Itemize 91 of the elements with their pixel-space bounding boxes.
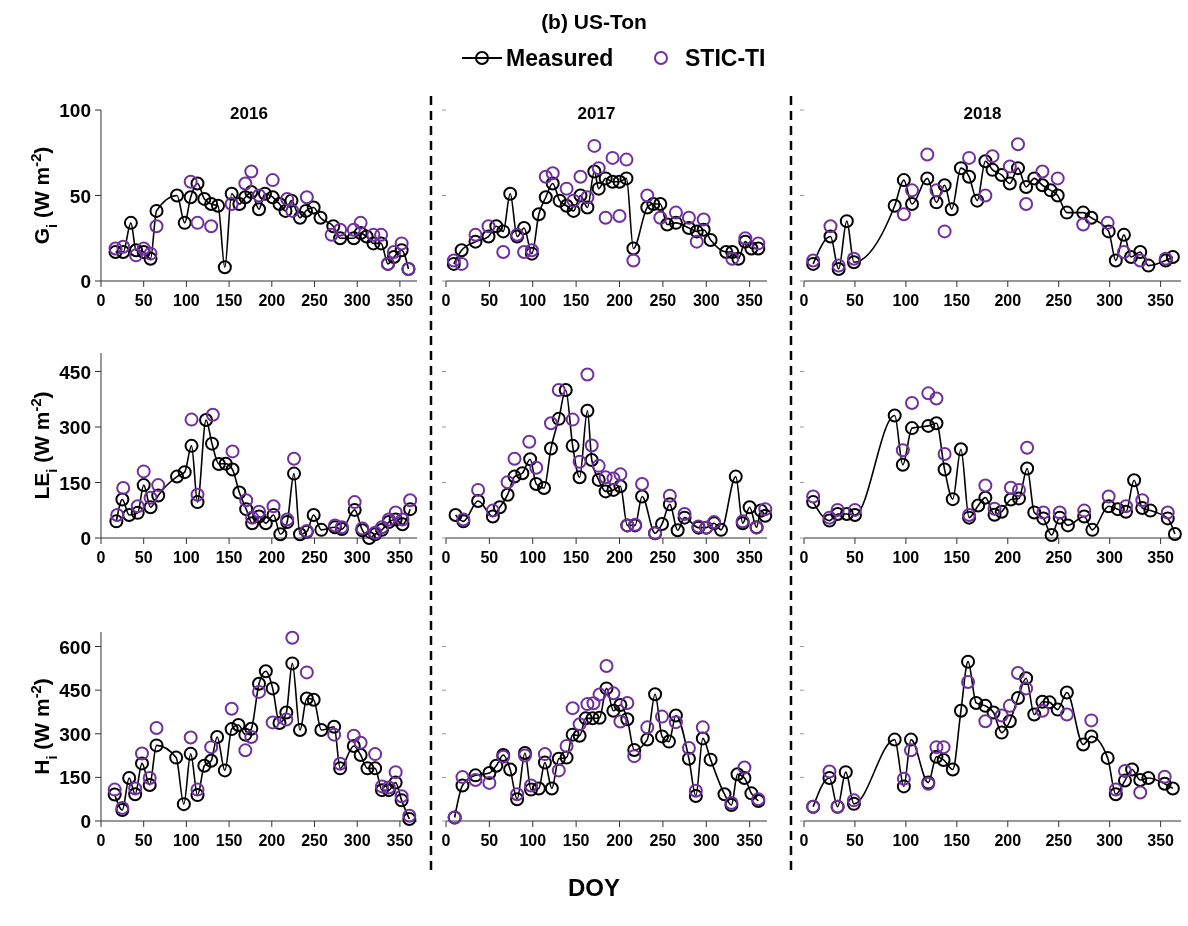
x-tick-label: 100	[892, 292, 920, 309]
x-tick-label: 50	[480, 292, 499, 309]
x-tick-label: 200	[606, 832, 633, 849]
legend-label: STIC-TI	[685, 45, 766, 71]
x-tick-label: 0	[441, 549, 451, 566]
x-tick-label: 250	[1045, 832, 1073, 849]
x-tick-label: 350	[736, 292, 764, 309]
y-tick-label: 450	[59, 361, 91, 383]
y-tick-label: 600	[59, 636, 91, 658]
x-tick-label: 300	[692, 832, 720, 849]
x-tick-label: 200	[258, 832, 286, 849]
x-tick-label: 200	[994, 832, 1022, 849]
x-tick-label: 100	[173, 292, 200, 309]
x-tick-label: 250	[301, 549, 328, 566]
x-tick-label: 50	[480, 832, 499, 849]
x-tick-label: 0	[441, 292, 451, 309]
x-tick-label: 150	[943, 832, 971, 849]
x-tick-label: 50	[846, 549, 864, 566]
chart-title: 2017	[577, 104, 616, 123]
x-tick-label: 300	[1096, 549, 1124, 566]
legend-label: Measured	[506, 45, 614, 71]
x-tick-label: 150	[943, 549, 971, 566]
x-tick-label: 350	[1147, 549, 1175, 566]
y-tick-label: 50	[69, 185, 91, 207]
x-tick-label: 200	[994, 549, 1022, 566]
y-tick-label: 150	[59, 767, 91, 789]
x-tick-label: 50	[846, 832, 864, 849]
x-tick-label: 250	[649, 832, 677, 849]
x-tick-label: 350	[1147, 292, 1175, 309]
x-tick-label: 50	[480, 549, 499, 566]
x-tick-label: 300	[692, 292, 720, 309]
x-tick-label: 150	[562, 292, 590, 309]
y-tick-label: 300	[59, 417, 91, 438]
x-tick-label: 150	[943, 292, 971, 309]
x-tick-label: 200	[994, 292, 1022, 309]
x-tick-label: 300	[692, 549, 720, 566]
x-tick-label: 150	[215, 549, 243, 566]
x-tick-label: 150	[562, 549, 590, 566]
x-tick-label: 100	[519, 549, 547, 566]
x-tick-label: 350	[386, 549, 414, 566]
x-tick-label: 50	[134, 832, 153, 849]
x-tick-label: 150	[215, 832, 243, 849]
x-tick-label: 250	[301, 292, 328, 309]
x-tick-label: 200	[606, 549, 633, 566]
x-tick-label: 250	[1045, 549, 1073, 566]
chart-title: 2016	[230, 104, 268, 123]
x-tick-label: 300	[1096, 292, 1124, 309]
x-tick-label: 200	[258, 292, 286, 309]
y-tick-label: 0	[80, 271, 91, 292]
y-tick-label: 0	[80, 528, 91, 549]
x-tick-label: 0	[96, 549, 106, 566]
y-tick-label: 450	[59, 680, 91, 702]
x-tick-label: 100	[892, 832, 920, 849]
x-tick-label: 300	[1096, 832, 1124, 849]
x-tick-label: 250	[649, 292, 677, 309]
text: (b) US-Ton	[541, 10, 647, 33]
x-tick-label: 350	[386, 292, 414, 309]
x-tick-label: 0	[799, 832, 809, 849]
x-tick-label: 100	[519, 832, 547, 849]
x-tick-label: 250	[1045, 292, 1073, 309]
y-tick-label: 150	[59, 472, 91, 494]
x-tick-label: 150	[215, 292, 243, 309]
x-tick-label: 100	[892, 549, 920, 566]
y-tick-label: 300	[59, 723, 91, 745]
x-tick-label: 350	[1147, 832, 1175, 849]
x-tick-label: 100	[173, 832, 200, 849]
x-tick-label: 300	[343, 549, 371, 566]
x-tick-label: 100	[519, 292, 547, 309]
x-tick-label: 200	[606, 292, 633, 309]
x-tick-label: 50	[134, 549, 153, 566]
x-tick-label: 0	[441, 832, 451, 849]
y-tick-label: 0	[80, 811, 91, 832]
x-tick-label: 350	[736, 832, 764, 849]
x-tick-label: 50	[846, 292, 864, 309]
x-tick-label: 350	[386, 832, 414, 849]
x-tick-label: 350	[736, 549, 764, 566]
x-tick-label: 0	[96, 832, 106, 849]
y-tick-label: 100	[59, 100, 91, 121]
x-tick-label: 0	[799, 292, 809, 309]
x-tick-label: 0	[96, 292, 106, 309]
x-tick-label: 250	[649, 549, 677, 566]
x-axis-title: DOY	[567, 874, 621, 901]
x-tick-label: 150	[562, 832, 590, 849]
x-tick-label: 250	[301, 832, 328, 849]
chart-title: 2018	[963, 104, 1002, 123]
x-tick-label: 0	[799, 549, 809, 566]
x-tick-label: 200	[258, 549, 286, 566]
x-tick-label: 100	[173, 549, 200, 566]
x-tick-label: 50	[134, 292, 153, 309]
x-tick-label: 300	[343, 832, 371, 849]
x-tick-label: 300	[343, 292, 371, 309]
